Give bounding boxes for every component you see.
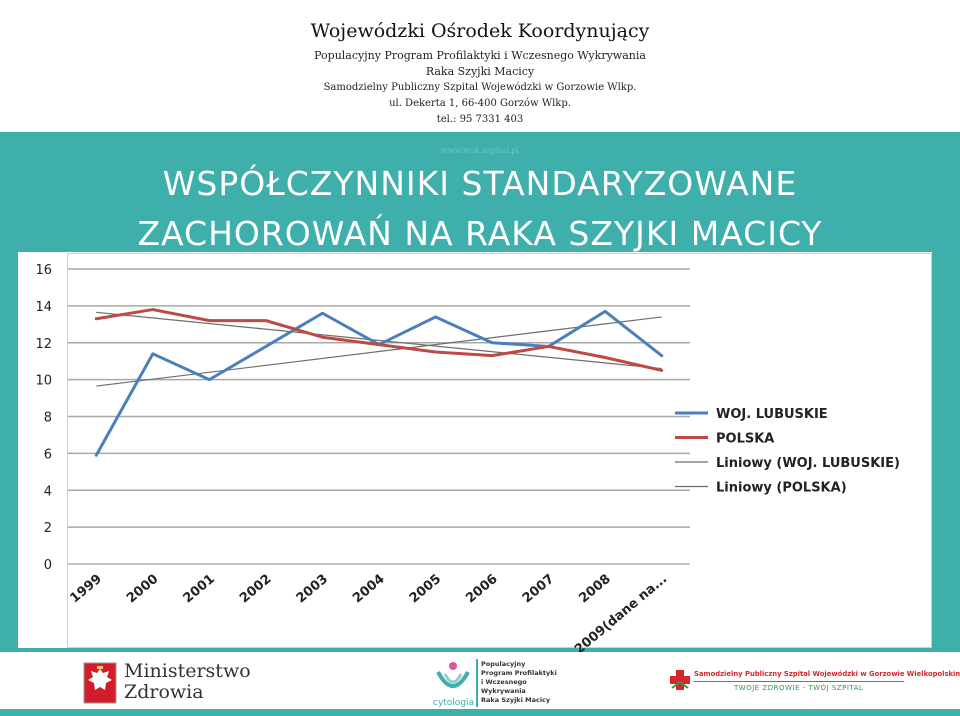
hospital-cross-icon xyxy=(670,670,690,690)
slide-title-line-1: WSPÓŁCZYNNIKI STANDARYZOWANE xyxy=(162,164,798,203)
cytologia-label: cytologia xyxy=(433,698,475,708)
header-phone: tel.: 95 7331 403 xyxy=(436,114,524,125)
footer: Ministerstwo Zdrowia cytologia Populacyj… xyxy=(0,652,960,716)
program-line-1: Populacyjny xyxy=(481,660,526,668)
cytologia-logo-icon xyxy=(436,662,470,688)
chart-frame xyxy=(67,253,932,648)
header: Wojewódzki Ośrodek Koordynujący Populacy… xyxy=(0,0,960,132)
ministry-name-line-2: Zdrowia xyxy=(124,681,204,703)
hospital-slogan: TWOJE ZDROWIE - TWÓJ SZPITAL xyxy=(734,684,864,692)
header-program-line-2: Raka Szyjki Macicy xyxy=(425,65,535,78)
polish-eagle-emblem-icon xyxy=(83,662,117,704)
header-hospital: Samodzielny Publiczny Szpital Wojewódzki… xyxy=(323,82,637,93)
program-line-4: Wykrywania xyxy=(481,687,526,695)
hospital-divider xyxy=(694,681,904,682)
program-line-2: Program Profilaktyki xyxy=(481,669,557,677)
header-title: Wojewódzki Ośrodek Koordynujący xyxy=(310,20,650,42)
header-program-line: Populacyjny Program Profilaktyki i Wczes… xyxy=(314,49,646,62)
slide-title-line-2: ZACHOROWAŃ NA RAKA SZYJKI MACICY xyxy=(137,214,823,253)
footer-accent-strip xyxy=(0,709,960,716)
header-address: ul. Dekerta 1, 66-400 Gorzów Wlkp. xyxy=(389,98,571,109)
ministry-name-line-1: Ministerstwo xyxy=(124,660,251,682)
website-link[interactable]: www.wok.szpital.pl xyxy=(441,146,519,155)
program-line-3: i Wczesnego xyxy=(481,678,527,686)
cytologia-program-box xyxy=(476,659,538,707)
program-line-5: Raka Szyjki Macicy xyxy=(481,696,551,704)
hospital-name: Samodzielny Publiczny Szpital Wojewódzki… xyxy=(694,670,960,678)
